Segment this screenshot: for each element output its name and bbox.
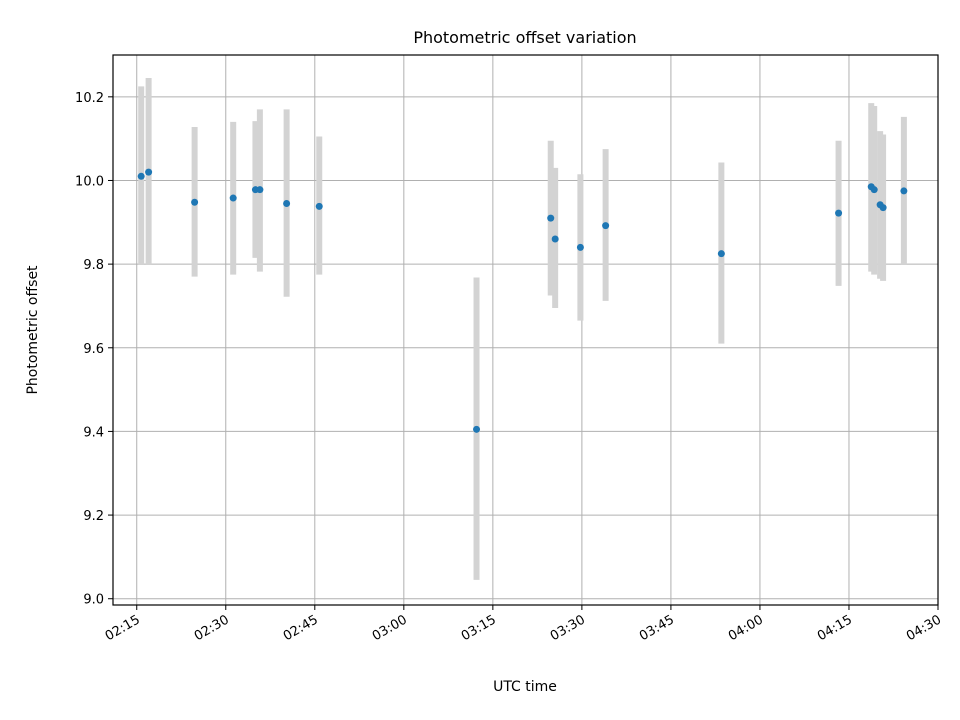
data-point <box>256 186 264 194</box>
data-point <box>717 250 725 258</box>
data-point <box>870 186 878 194</box>
x-tick-label: 02:30 <box>192 612 232 644</box>
data-point <box>547 214 555 222</box>
x-tick-label: 02:15 <box>103 612 143 644</box>
data-point <box>602 222 610 230</box>
data-point <box>191 198 199 206</box>
data-point <box>145 168 153 176</box>
x-tick-label: 04:00 <box>726 612 766 644</box>
y-tick-label: 10.0 <box>75 174 104 189</box>
y-tick-label: 9.2 <box>83 509 104 524</box>
x-tick-label: 03:00 <box>370 612 410 644</box>
grid <box>113 55 939 605</box>
y-axis-ticks: 9.0 9.2 9.4 9.6 9.8 10.0 10.2 <box>75 91 113 608</box>
y-tick-label: 9.4 <box>83 425 104 440</box>
plot-frame <box>112 54 939 606</box>
x-tick-label: 03:30 <box>548 612 588 644</box>
data-point <box>283 199 291 207</box>
error-bars <box>138 78 907 580</box>
x-tick-label: 03:15 <box>459 612 499 644</box>
data-point <box>473 425 481 433</box>
y-tick-label: 9.6 <box>83 342 104 357</box>
x-axis-label: UTC time <box>493 679 557 695</box>
y-tick-label: 9.0 <box>83 593 104 608</box>
y-axis-label: Photometric offset <box>25 265 41 395</box>
y-tick-label: 9.8 <box>83 258 104 273</box>
data-points <box>137 168 908 433</box>
x-tick-label: 04:15 <box>815 612 855 644</box>
data-point <box>551 235 559 243</box>
data-point <box>137 172 145 180</box>
x-axis-ticks: 02:15 02:30 02:45 03:00 03:15 03:30 03:45 04:00… <box>103 605 944 644</box>
data-point <box>576 243 584 251</box>
x-tick-label: 02:45 <box>281 612 321 644</box>
x-tick-label: 04:30 <box>904 612 944 644</box>
data-point <box>229 194 237 202</box>
data-point <box>900 187 908 195</box>
data-point <box>835 209 843 217</box>
x-tick-label: 03:45 <box>637 612 677 644</box>
data-point <box>879 204 887 212</box>
chart-title: Photometric offset variation <box>413 28 636 47</box>
y-tick-label: 10.2 <box>75 91 104 106</box>
data-point <box>315 202 323 210</box>
